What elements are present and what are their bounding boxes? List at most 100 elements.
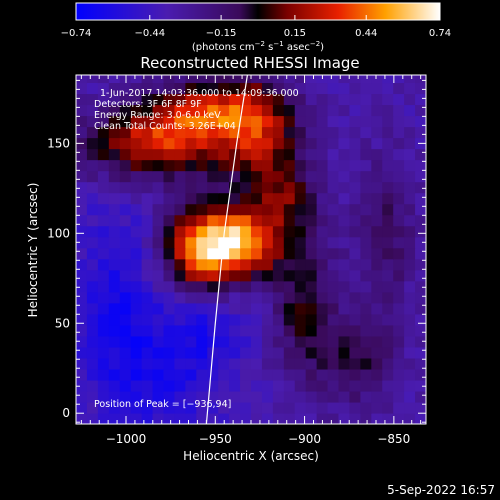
heatmap-cell (316, 137, 329, 150)
heatmap-cell (218, 291, 230, 304)
heatmap-cell (360, 192, 372, 205)
heatmap-cell (294, 357, 307, 370)
heatmap-cell (382, 357, 394, 370)
heatmap-cell (349, 203, 361, 216)
heatmap-cell (349, 126, 361, 139)
heatmap-cell (316, 236, 329, 249)
heatmap-cell (86, 247, 99, 260)
heatmap-cell (338, 148, 351, 161)
heatmap-cell (382, 258, 394, 271)
heatmap-cell (119, 203, 132, 216)
heatmap-cell (108, 82, 121, 95)
heatmap-cell (240, 148, 252, 161)
heatmap-cell (218, 214, 230, 227)
heatmap-cell (240, 346, 252, 359)
heatmap-cell (97, 82, 110, 95)
heatmap-cell (185, 335, 197, 348)
heatmap-cell (283, 247, 296, 260)
heatmap-cell (294, 82, 307, 95)
heatmap-cell (108, 280, 121, 293)
x-axis-label: Heliocentric X (arcsec) (183, 449, 319, 463)
heatmap-cell (240, 137, 252, 150)
heatmap-cell (261, 159, 274, 172)
y-tick-label: 100 (47, 226, 70, 240)
heatmap-cell (141, 368, 154, 381)
heatmap-cell (393, 346, 405, 359)
heatmap-cell (97, 313, 110, 326)
heatmap-cell (218, 159, 230, 172)
colorbar-units: (photons cm−2 s−1 asec−2) (192, 40, 324, 53)
heatmap-cell (294, 346, 307, 359)
heatmap-cell (338, 379, 351, 392)
heatmap-cell (349, 75, 361, 84)
heatmap-cell (141, 82, 154, 95)
heatmap-cell (382, 225, 394, 238)
annotation-time-range: 1-Jun-2017 14:03:36.000 to 14:09:36.000 (100, 88, 299, 99)
heatmap-cell (141, 269, 154, 282)
heatmap-cell (97, 401, 110, 414)
heatmap-cell (163, 412, 176, 424)
heatmap-cell (338, 302, 351, 315)
heatmap-cell (305, 390, 318, 403)
heatmap-cell (163, 269, 176, 282)
heatmap-cell (207, 170, 219, 183)
heatmap-cell (196, 368, 208, 381)
y-tick-label: 150 (47, 136, 70, 150)
heatmap-cell (316, 258, 329, 271)
heatmap-cell (163, 137, 176, 150)
heatmap-cell (240, 170, 252, 183)
heatmap-cell (261, 346, 274, 359)
heatmap-cell (229, 280, 241, 293)
heatmap-cell (218, 115, 230, 128)
heatmap-cell (108, 412, 121, 424)
heatmap-cell (338, 203, 351, 216)
heatmap-cell (404, 93, 416, 106)
heatmap-cell (76, 82, 88, 95)
heatmap-cell (316, 291, 329, 304)
heatmap-cell (283, 412, 296, 424)
heatmap-cell (196, 401, 208, 414)
heatmap-cell (86, 93, 99, 106)
heatmap-cell (130, 302, 143, 315)
heatmap-cell (360, 236, 372, 249)
heatmap-cell (229, 170, 241, 183)
colorbar-tick-label: −0.15 (206, 28, 237, 39)
heatmap-cell (360, 104, 372, 117)
heatmap-cell (229, 324, 241, 337)
heatmap-cell (76, 379, 88, 392)
heatmap-cell (97, 247, 110, 260)
heatmap-cell (174, 280, 186, 293)
heatmap-cell (404, 126, 416, 139)
heatmap-cell (86, 203, 99, 216)
heatmap-cell (141, 181, 154, 194)
heatmap-cell (108, 258, 121, 271)
heatmap-cell (196, 137, 208, 150)
heatmap-cell (261, 302, 274, 315)
heatmap-cell (283, 324, 296, 337)
heatmap-cell (141, 115, 154, 128)
heatmap-cell (152, 203, 165, 216)
heatmap-cell (404, 137, 416, 150)
heatmap-cell (272, 148, 285, 161)
heatmap-cell (371, 159, 383, 172)
heatmap-cell (294, 93, 307, 106)
heatmap-cell (141, 390, 154, 403)
heatmap-cell (360, 181, 372, 194)
x-tick-label: −1000 (106, 432, 147, 446)
heatmap-cell (338, 291, 351, 304)
heatmap-cell (327, 137, 340, 150)
heatmap-cell (119, 379, 132, 392)
heatmap-cell (229, 258, 241, 271)
heatmap-cell (327, 115, 340, 128)
colorbar-tick-label: 0.15 (284, 28, 306, 39)
heatmap-cell (360, 126, 372, 139)
heatmap-cell (393, 104, 405, 117)
heatmap-cell (207, 82, 219, 95)
heatmap-cell (283, 192, 296, 205)
heatmap-cell (349, 335, 361, 348)
heatmap-cell (360, 412, 372, 424)
heatmap-cell (108, 159, 121, 172)
heatmap-cell (261, 126, 274, 139)
heatmap-cell (130, 269, 143, 282)
heatmap-cell (174, 104, 186, 117)
